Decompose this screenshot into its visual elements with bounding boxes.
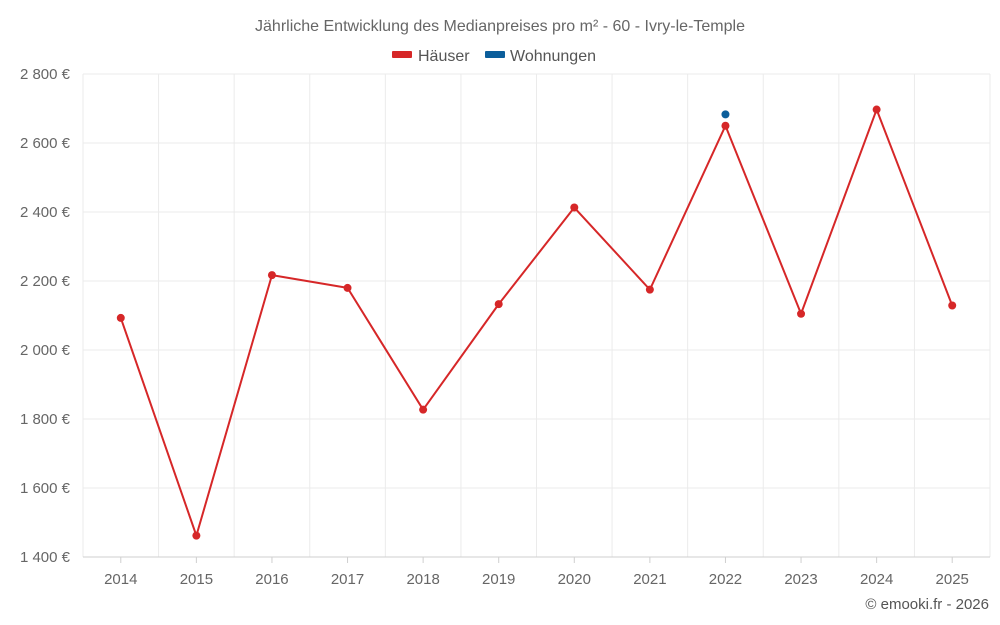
y-tick-label: 2 800 € bbox=[20, 66, 71, 83]
data-point[interactable] bbox=[419, 405, 428, 414]
series-wohnungen bbox=[721, 110, 730, 119]
y-tick-label: 2 600 € bbox=[20, 135, 71, 152]
x-tick-label: 2024 bbox=[860, 571, 893, 588]
data-point[interactable] bbox=[645, 285, 654, 294]
x-tick-label: 2023 bbox=[784, 571, 817, 588]
data-point[interactable] bbox=[570, 203, 579, 212]
data-point[interactable] bbox=[343, 283, 352, 292]
series bbox=[116, 105, 957, 540]
y-tick-label: 2 400 € bbox=[20, 204, 71, 221]
legend-item-wohnungen[interactable]: Wohnungen bbox=[485, 48, 596, 65]
data-point[interactable] bbox=[192, 531, 201, 540]
legend-label-haeuser: Häuser bbox=[418, 48, 470, 65]
series-haeuser bbox=[116, 105, 957, 540]
x-tick-label: 2017 bbox=[331, 571, 364, 588]
data-point[interactable] bbox=[721, 121, 730, 130]
grid bbox=[82, 73, 991, 557]
x-tick-label: 2014 bbox=[104, 571, 137, 588]
data-point[interactable] bbox=[267, 271, 276, 280]
y-tick-label: 1 400 € bbox=[20, 549, 71, 566]
x-tick-label: 2015 bbox=[180, 571, 213, 588]
data-point[interactable] bbox=[797, 309, 806, 318]
data-point[interactable] bbox=[116, 313, 125, 322]
legend-swatch-haeuser bbox=[392, 51, 412, 58]
legend: Häuser Wohnungen bbox=[392, 48, 596, 65]
y-tick-label: 1 800 € bbox=[20, 411, 71, 428]
x-tick-label: 2022 bbox=[709, 571, 742, 588]
y-tick-label: 2 200 € bbox=[20, 273, 71, 290]
credit-text: © emooki.fr - 2026 bbox=[865, 596, 989, 613]
data-point[interactable] bbox=[721, 110, 730, 119]
y-axis: 1 400 € 1 600 € 1 800 € 2 000 € 2 200 € 2 400… bbox=[20, 66, 71, 566]
x-tick-label: 2020 bbox=[558, 571, 591, 588]
legend-swatch-wohnungen bbox=[485, 51, 505, 58]
data-point[interactable] bbox=[872, 105, 881, 114]
legend-item-haeuser[interactable]: Häuser bbox=[392, 48, 470, 65]
x-tick-label: 2018 bbox=[406, 571, 439, 588]
x-tick-label: 2019 bbox=[482, 571, 515, 588]
y-tick-label: 2 000 € bbox=[20, 342, 71, 359]
x-tick-label: 2021 bbox=[633, 571, 666, 588]
data-point[interactable] bbox=[948, 301, 957, 310]
data-point[interactable] bbox=[494, 300, 503, 309]
series-line bbox=[119, 108, 954, 537]
x-tick-label: 2016 bbox=[255, 571, 288, 588]
y-tick-label: 1 600 € bbox=[20, 480, 71, 497]
x-axis: 2014 2015 2016 2017 2018 2019 2020 2021 2022 2023… bbox=[83, 556, 990, 588]
x-tick-label: 2025 bbox=[936, 571, 969, 588]
chart-title: Jährliche Entwicklung des Medianpreises … bbox=[255, 18, 745, 35]
legend-label-wohnungen: Wohnungen bbox=[510, 48, 596, 65]
